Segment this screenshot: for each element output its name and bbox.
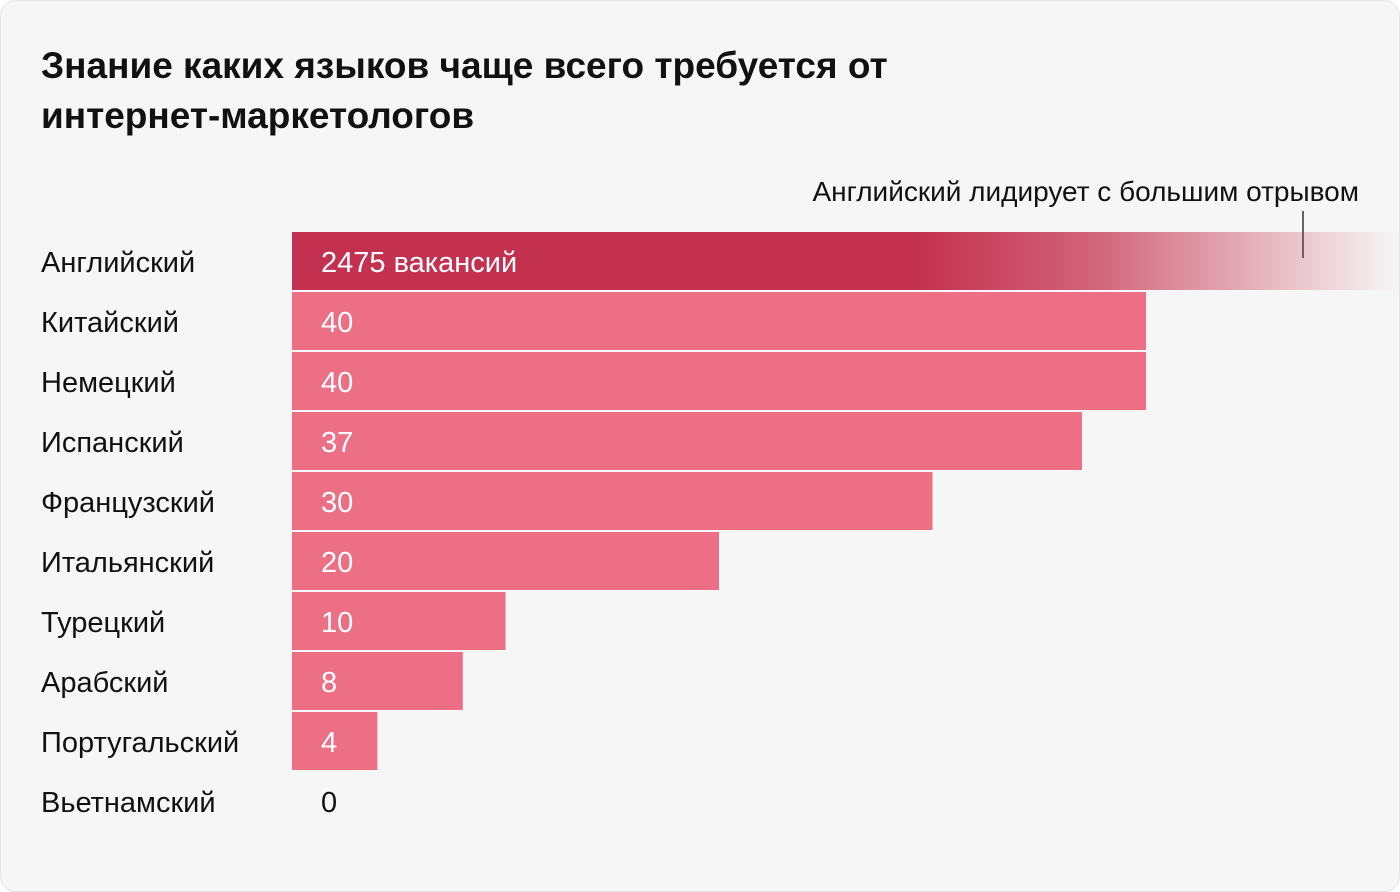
value-label: 20 [321,547,353,579]
bar [292,472,933,530]
category-label: Вьетнамский [41,787,216,819]
bar [292,712,378,770]
value-label: 0 [321,787,337,819]
annotation: Английский лидирует с большим отрывом [812,176,1359,258]
annotation-text: Английский лидирует с большим отрывом [812,176,1359,207]
value-label: 40 [321,367,353,399]
category-label: Немецкий [41,367,176,399]
bar [292,292,1146,350]
category-label: Турецкий [41,607,165,639]
value-label: 2475 вакансий [321,247,517,279]
category-label: Китайский [41,307,179,339]
value-label: 4 [321,727,337,759]
bar [292,352,1146,410]
bar [292,532,719,590]
bar [292,412,1082,470]
value-label: 37 [321,427,353,459]
category-label: Итальянский [41,547,214,579]
value-label: 40 [321,307,353,339]
category-label: Португальский [41,727,239,759]
category-label: Испанский [41,427,184,459]
category-label: Французский [41,487,215,519]
value-label: 8 [321,667,337,699]
bar [292,652,463,710]
category-labels: Английский Китайский Немецкий Испанский Фран… [41,247,239,819]
category-label: Арабский [41,667,168,699]
value-label: 10 [321,607,353,639]
category-label: Английский [41,247,195,279]
bar-leader [292,232,1399,290]
value-label: 30 [321,487,353,519]
chart-title: Знание каких языков чаще всего требуется… [41,45,888,136]
bar [292,592,506,650]
